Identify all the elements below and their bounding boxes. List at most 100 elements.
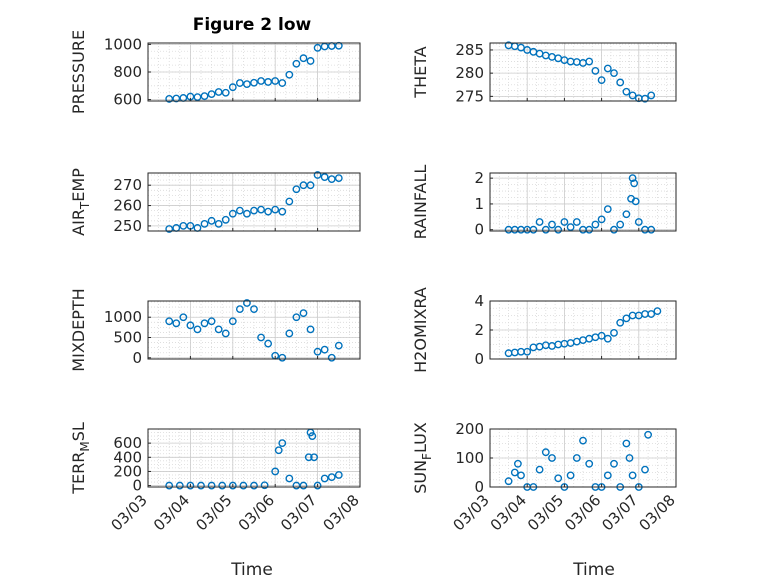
data-point bbox=[172, 94, 181, 103]
y-tick-label: 400 bbox=[113, 448, 142, 466]
data-point bbox=[304, 453, 313, 462]
data-point bbox=[228, 481, 237, 490]
y-tick-label: 200 bbox=[113, 462, 142, 480]
data-point bbox=[327, 42, 336, 50]
data-point bbox=[334, 174, 343, 182]
data-point bbox=[630, 179, 639, 188]
data-point bbox=[631, 197, 640, 206]
data-point bbox=[560, 218, 569, 226]
data-point bbox=[320, 474, 329, 483]
data-point bbox=[235, 305, 244, 314]
data-point bbox=[257, 333, 265, 342]
data-point bbox=[616, 318, 625, 327]
data-point bbox=[257, 77, 265, 85]
y-tick-label: 4 bbox=[474, 292, 484, 310]
data-point bbox=[274, 446, 283, 455]
data-point bbox=[292, 185, 301, 194]
data-point bbox=[644, 430, 652, 439]
x-tick-label: 03/08 bbox=[320, 491, 363, 534]
subplot-5: 0 500 1000 MIXDEPTH bbox=[69, 288, 361, 372]
subplot-1: 600 800 1000 PRESSURE bbox=[69, 30, 361, 114]
data-point bbox=[585, 225, 594, 234]
data-point bbox=[207, 317, 216, 326]
data-point bbox=[299, 54, 308, 63]
data-point bbox=[306, 325, 315, 334]
y-tick-label: 800 bbox=[113, 63, 142, 81]
data-point bbox=[320, 173, 329, 181]
data-point bbox=[235, 79, 244, 87]
data-point bbox=[535, 465, 544, 474]
data-point bbox=[622, 439, 631, 448]
data-point bbox=[585, 334, 594, 343]
data-point bbox=[535, 342, 544, 351]
data-point bbox=[193, 325, 202, 334]
y-tick-label: 285 bbox=[455, 41, 484, 59]
data-point bbox=[591, 220, 600, 229]
x-tick-label: 03/05 bbox=[192, 491, 235, 534]
y-tick-label: 0 bbox=[474, 221, 484, 239]
data-point bbox=[603, 64, 612, 73]
data-point bbox=[193, 93, 202, 102]
data-point bbox=[572, 337, 581, 346]
data-point bbox=[243, 80, 251, 89]
data-point bbox=[320, 345, 329, 354]
data-point bbox=[597, 215, 606, 224]
data-point bbox=[257, 205, 265, 214]
x-tick-label: 03/03 bbox=[108, 491, 151, 534]
y-tick-label: 1000 bbox=[104, 308, 142, 326]
data-point bbox=[200, 92, 209, 101]
data-point bbox=[603, 471, 612, 480]
axes-box bbox=[147, 172, 361, 232]
subplot-4: 0 1 2 RAINFALL bbox=[411, 165, 677, 239]
data-point bbox=[214, 325, 223, 334]
y-tick-label: 2 bbox=[474, 169, 484, 187]
data-point bbox=[334, 341, 343, 350]
y-axis-label: THETA bbox=[411, 46, 430, 98]
data-point bbox=[271, 205, 280, 214]
data-point bbox=[579, 436, 587, 445]
data-point bbox=[200, 219, 209, 228]
data-point bbox=[622, 314, 631, 323]
data-point bbox=[628, 174, 637, 183]
y-tick-label: 0 bbox=[474, 478, 484, 496]
data-point bbox=[186, 321, 195, 330]
data-point bbox=[566, 223, 575, 232]
figure-title: Figure 2 low bbox=[193, 15, 312, 35]
data-point bbox=[327, 175, 336, 184]
data-point bbox=[628, 91, 637, 100]
data-point bbox=[548, 220, 556, 229]
y-tick-label: 275 bbox=[455, 87, 484, 105]
data-point bbox=[200, 319, 209, 328]
y-axis-label: AIRTEMP bbox=[69, 168, 92, 236]
subplot-3: 250 260 270 AIRTEMP bbox=[69, 168, 361, 236]
x-axis-label-right: Time bbox=[572, 560, 615, 580]
data-point bbox=[292, 313, 301, 322]
data-point bbox=[179, 313, 188, 322]
data-point bbox=[313, 171, 322, 179]
data-point bbox=[221, 215, 230, 224]
data-point bbox=[548, 454, 556, 462]
axes-box bbox=[489, 42, 677, 102]
x-tick-label: 03/07 bbox=[277, 491, 320, 534]
data-point bbox=[250, 305, 258, 314]
data-point bbox=[653, 307, 662, 316]
y-axis-label: TERRMSL bbox=[69, 422, 92, 495]
data-point bbox=[566, 471, 575, 480]
data-point bbox=[610, 69, 618, 78]
data-point bbox=[313, 481, 322, 490]
data-point bbox=[306, 57, 315, 65]
data-point bbox=[610, 225, 618, 234]
x-tick-label: 03/05 bbox=[524, 491, 567, 534]
data-point bbox=[579, 59, 587, 67]
x-tick-label: 03/06 bbox=[561, 491, 604, 534]
data-point bbox=[548, 342, 556, 350]
data-point bbox=[622, 87, 631, 96]
y-tick-label: 0 bbox=[132, 349, 142, 367]
data-point bbox=[197, 481, 205, 490]
y-tick-label: 2 bbox=[474, 321, 484, 339]
x-tick-label: 03/04 bbox=[487, 491, 530, 534]
data-point bbox=[243, 299, 251, 307]
data-point bbox=[308, 432, 317, 440]
data-point bbox=[641, 94, 649, 103]
axes-box bbox=[147, 428, 361, 488]
